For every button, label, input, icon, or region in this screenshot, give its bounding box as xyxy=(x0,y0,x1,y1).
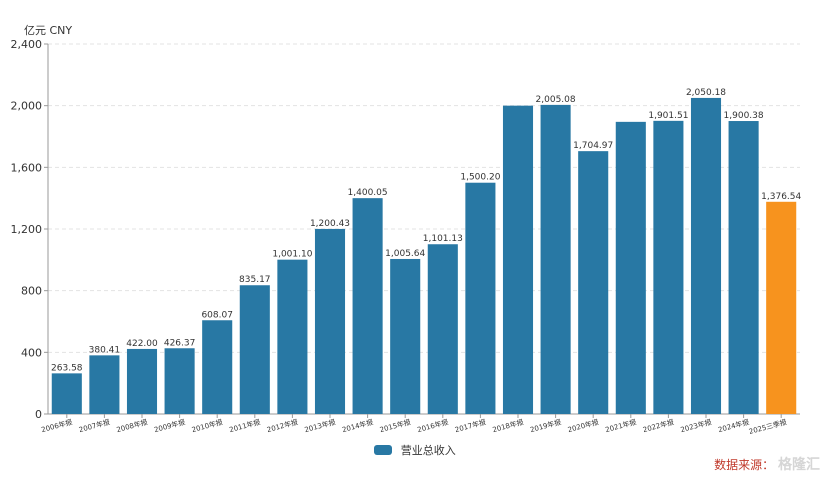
bar xyxy=(239,285,270,414)
bar xyxy=(728,121,759,414)
data-label: 1,900.38 xyxy=(724,111,764,121)
data-label: 263.58 xyxy=(51,363,83,373)
bar xyxy=(314,228,346,414)
data-label: 1,200.43 xyxy=(310,219,350,229)
y-tick-label: 800 xyxy=(21,285,42,298)
legend[interactable]: 营业总收入 xyxy=(0,442,830,458)
x-tick-label: 2019年报 xyxy=(529,417,562,434)
x-tick-label: 2010年报 xyxy=(191,417,224,434)
legend-swatch xyxy=(374,445,393,455)
y-tick-label: 2,400 xyxy=(11,38,43,51)
x-tick-label: 2014年报 xyxy=(341,417,374,434)
x-tick-label: 2018年报 xyxy=(491,417,524,434)
x-tick-label: 2024年报 xyxy=(717,417,750,434)
bar xyxy=(126,348,158,414)
bar xyxy=(690,97,722,415)
data-label: 1,704.97 xyxy=(573,141,613,151)
x-tick-label: 2008年报 xyxy=(115,417,148,434)
y-axis-unit: 亿元 CNY xyxy=(24,24,73,37)
data-label: 1,400.05 xyxy=(348,188,388,198)
x-tick-label: 2012年报 xyxy=(266,417,299,434)
watermark-source: 数据来源： xyxy=(714,458,775,472)
data-label: 1,101.13 xyxy=(423,234,463,244)
bar xyxy=(465,182,496,414)
bar xyxy=(352,198,383,414)
data-label: 1,901.51 xyxy=(648,111,688,121)
y-tick-label: 2,000 xyxy=(11,100,43,113)
bar xyxy=(653,120,684,415)
bar xyxy=(615,121,646,415)
x-tick-label: 2017年报 xyxy=(454,417,487,434)
x-tick-label: 2022年报 xyxy=(642,417,675,434)
data-label: 608.07 xyxy=(201,310,233,320)
bar xyxy=(427,244,458,414)
x-tick-label: 2016年报 xyxy=(416,417,449,434)
data-label: 1,001.10 xyxy=(272,250,312,260)
y-tick-label: 1,200 xyxy=(11,223,43,236)
data-label: 835.17 xyxy=(239,275,271,285)
x-tick-label: 2007年报 xyxy=(78,417,111,434)
watermark: 数据来源： 格隆汇 xyxy=(714,454,820,474)
bar xyxy=(89,355,120,414)
y-tick-label: 0 xyxy=(35,408,42,421)
data-label: 2,050.18 xyxy=(686,88,726,98)
bar xyxy=(502,105,534,415)
data-label: 426.37 xyxy=(164,338,196,348)
bar xyxy=(202,320,233,414)
bar xyxy=(277,259,308,414)
data-label: 1,376.54 xyxy=(761,192,801,202)
bar xyxy=(164,348,195,414)
y-tick-label: 1,600 xyxy=(11,161,43,174)
bar xyxy=(51,373,82,414)
y-tick-label: 400 xyxy=(21,346,42,359)
x-tick-label: 2009年报 xyxy=(153,417,186,434)
x-tick-label: 2006年报 xyxy=(40,417,73,434)
x-tick-label: 2025三季报 xyxy=(748,417,788,436)
legend-label: 营业总收入 xyxy=(400,444,456,457)
bar xyxy=(390,258,421,414)
x-tick-label: 2021年报 xyxy=(604,417,637,434)
data-label: 2,005.08 xyxy=(536,95,576,105)
bar xyxy=(766,201,797,414)
data-label: 1,005.64 xyxy=(385,249,425,259)
bar xyxy=(540,104,571,415)
data-label: 1,500.20 xyxy=(460,173,500,183)
data-label: 380.41 xyxy=(89,345,121,355)
bar xyxy=(578,151,609,414)
x-tick-label: 2015年报 xyxy=(379,417,412,434)
x-tick-label: 2023年报 xyxy=(679,417,712,434)
x-tick-label: 2020年报 xyxy=(567,417,600,434)
x-tick-label: 2011年报 xyxy=(228,417,261,434)
data-label: 422.00 xyxy=(126,339,158,349)
watermark-brand-logo: 格隆汇 xyxy=(778,457,820,473)
x-tick-label: 2013年报 xyxy=(303,417,336,434)
